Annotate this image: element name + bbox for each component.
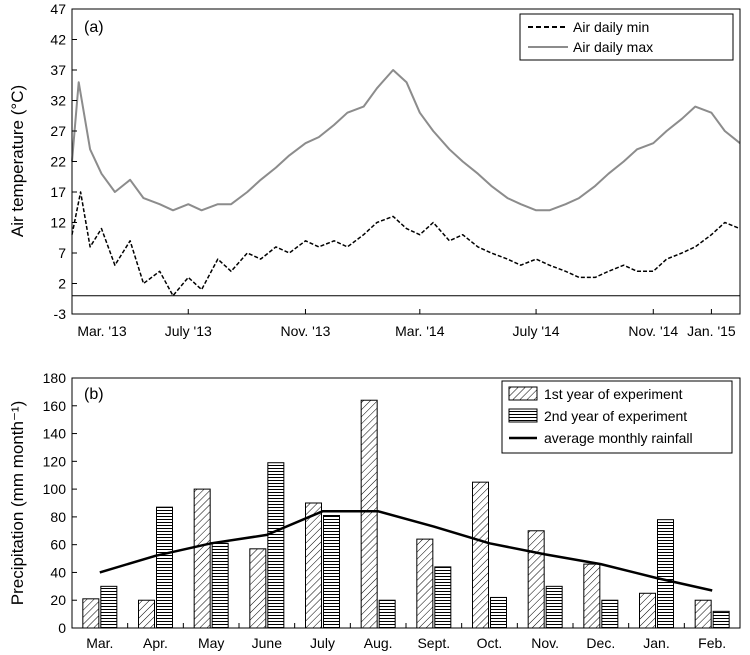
temperature-y-tick-label: 22: [50, 154, 66, 170]
temperature-x-tick-label: Nov. '13: [281, 323, 331, 339]
bar-second-year: [378, 599, 396, 629]
precipitation-y-tick-label: 0: [58, 620, 66, 636]
precipitation-x-tick-label: June: [252, 635, 283, 651]
bar-second-year: [100, 585, 118, 629]
temperature-x-tick-label: Mar. '14: [395, 323, 445, 339]
precipitation-x-tick-label: Aug.: [364, 635, 393, 651]
temperature-x-tick-label: Nov. '14: [628, 323, 678, 339]
bar-second-year: [657, 519, 674, 629]
precipitation-y-tick-label: 160: [43, 398, 67, 414]
precipitation-y-tick-label: 20: [50, 592, 66, 608]
precipitation-x-tick-label: May: [198, 635, 224, 651]
bar-first-year: [82, 598, 100, 629]
temperature-y-axis-label: Air temperature (°C): [8, 85, 27, 237]
bar-second-year: [267, 462, 285, 629]
temperature-y-tick-label: 7: [58, 245, 66, 261]
legend-label-air-daily-min: Air daily min: [573, 19, 649, 35]
bar-first-year: [527, 530, 545, 629]
temperature-x-tick-label: Jan. '15: [687, 323, 736, 339]
temperature-y-tick-label: 17: [50, 184, 66, 200]
precipitation-x-tick-label: Dec.: [586, 635, 615, 651]
precipitation-x-tick-label: Apr.: [143, 635, 168, 651]
temperature-y-tick-label: 42: [50, 32, 66, 48]
precipitation-legend-box: [501, 380, 733, 454]
temperature-y-tick-label: 37: [50, 62, 66, 78]
bar-first-year: [416, 538, 434, 629]
precipitation-panel-label: (b): [84, 386, 104, 403]
precipitation-x-tick-label: Nov.: [531, 635, 559, 651]
temperature-legend-box: [519, 13, 734, 61]
precipitation-y-tick-label: 180: [43, 370, 67, 386]
temperature-panel-label: (a): [84, 19, 104, 36]
series-line-average-monthly-rainfall: [99, 510, 713, 592]
precipitation-chart: 0 20 40 60 80 100 120 140 160 180 Mar. Apr. May June…: [8, 370, 741, 651]
temperature-legend: Air daily min Air daily max: [519, 13, 734, 61]
bar-second-year: [601, 599, 619, 629]
precipitation-y-tick-label: 100: [43, 481, 67, 497]
legend-label-average-rainfall: average monthly rainfall: [544, 430, 693, 446]
temperature-y-tick-label: -3: [54, 306, 67, 322]
temperature-y-tick-label: 27: [50, 123, 66, 139]
legend-label-air-daily-max: Air daily max: [573, 39, 653, 55]
temperature-y-tick-label: 32: [50, 93, 66, 109]
temperature-y-tick-label: 12: [50, 215, 66, 231]
precipitation-y-axis-label: Precipitation (mm month⁻¹): [8, 401, 27, 606]
legend-label-first-year: 1st year of experiment: [544, 386, 683, 402]
series-line-air-daily-max: [71, 69, 741, 212]
precipitation-y-tick-label: 120: [43, 453, 67, 469]
precipitation-y-tick-label: 40: [50, 564, 66, 580]
bar-first-year: [305, 502, 322, 629]
bar-second-year: [323, 515, 340, 629]
bar-second-year: [545, 585, 563, 629]
precipitation-y-tick-label: 60: [50, 537, 66, 553]
temperature-y-tick-label: 47: [50, 1, 66, 17]
precipitation-x-tick-label: Mar.: [86, 635, 113, 651]
bar-first-year: [583, 563, 601, 629]
legend-swatch-first-year: [508, 386, 538, 401]
bar-first-year: [193, 488, 211, 629]
bar-second-year: [712, 610, 730, 629]
bar-first-year: [138, 599, 155, 629]
precipitation-x-tick-label: Jan.: [643, 635, 669, 651]
precipitation-x-tick-label: Sept.: [417, 635, 450, 651]
bar-first-year: [694, 599, 712, 629]
temperature-x-tick-label: July '13: [165, 323, 212, 339]
bar-second-year: [490, 596, 507, 629]
bar-first-year: [249, 548, 267, 629]
temperature-x-tick-label: July '14: [513, 323, 560, 339]
precipitation-x-tick-label: July: [310, 635, 335, 651]
precipitation-y-tick-label: 80: [50, 509, 66, 525]
bar-first-year: [360, 399, 378, 629]
precipitation-x-tick-label: Oct.: [477, 635, 503, 651]
bar-second-year: [211, 542, 229, 629]
precipitation-legend: 1st year of experiment 2nd year of exper…: [501, 380, 733, 454]
temperature-x-tick-label: Mar. '13: [77, 323, 127, 339]
precipitation-x-tick-label: Feb.: [698, 635, 726, 651]
bar-second-year: [434, 566, 452, 629]
temperature-y-tick-label: 2: [58, 276, 66, 292]
legend-label-second-year: 2nd year of experiment: [544, 408, 687, 424]
bar-first-year: [639, 592, 656, 629]
precipitation-y-tick-label: 140: [43, 426, 67, 442]
legend-swatch-second-year: [508, 408, 538, 423]
bar-second-year: [156, 506, 173, 629]
bar-first-year: [472, 481, 489, 629]
series-line-air-daily-min: [71, 191, 741, 297]
